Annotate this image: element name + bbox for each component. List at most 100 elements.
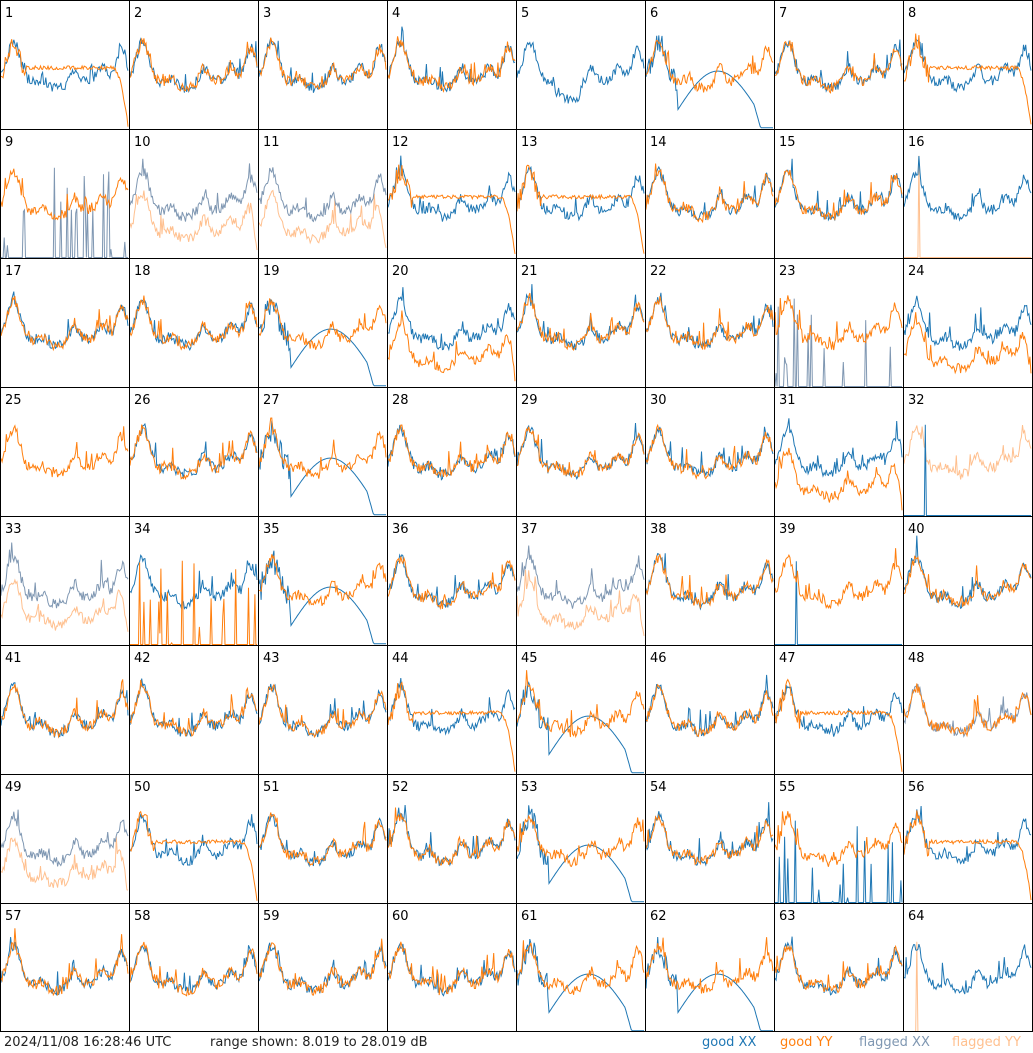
flagged-yy-line: [0, 578, 129, 632]
good-xx-line: [516, 805, 644, 903]
good-yy-line: [387, 556, 516, 611]
panel-label: 51: [263, 780, 280, 795]
panel-2: 2: [129, 6, 258, 93]
range-label: range shown: 8.019 to 28.019 dB: [210, 1035, 428, 1050]
good-yy-line: [645, 296, 774, 350]
panel-label: 10: [134, 135, 151, 150]
good-yy-line: [645, 683, 774, 738]
good-yy-line: [258, 298, 387, 350]
panel-label: 45: [521, 651, 538, 666]
good-yy-line: [903, 810, 1032, 901]
good-yy-line: [387, 164, 516, 254]
panel-label: 36: [392, 522, 409, 537]
panel-20: 20: [387, 264, 516, 382]
panel-label: 50: [134, 780, 151, 795]
good-yy-line: [645, 937, 774, 994]
good-xx-line: [387, 553, 516, 608]
panel-label: 58: [134, 909, 151, 924]
flagged-yy-line: [904, 941, 1031, 1032]
good-xx-line: [129, 812, 258, 866]
panel-36: 36: [387, 522, 516, 611]
good-yy-line: [129, 810, 258, 901]
good-xx-line: [129, 678, 258, 737]
panel-51: 51: [258, 780, 387, 868]
panel-62: 62: [645, 909, 774, 1032]
panel-18: 18: [129, 264, 258, 351]
good-xx-line: [774, 39, 903, 93]
flagged-xx-line: [774, 298, 902, 387]
flagged-xx-line: [0, 542, 129, 609]
panel-42: 42: [129, 651, 258, 737]
good-yy-line: [258, 417, 387, 479]
panel-label: 62: [650, 909, 667, 924]
panel-17: 17: [0, 264, 129, 352]
panel-label: 49: [5, 780, 22, 795]
panel-57: 57: [0, 909, 129, 997]
legend-item-good-yy: good YY: [780, 1035, 833, 1050]
good-yy-line: [258, 812, 387, 866]
panel-label: 59: [263, 909, 280, 924]
flagged-yy-line: [258, 189, 387, 249]
panel-label: 21: [521, 264, 538, 279]
good-xx-line: [516, 41, 645, 104]
good-yy-line: [387, 941, 516, 996]
panel-26: 26: [129, 393, 258, 481]
good-yy-line: [0, 928, 129, 997]
panel-45: 45: [516, 651, 645, 774]
good-yy-line: [774, 169, 903, 221]
good-yy-line: [645, 39, 774, 93]
panel-55: 55: [774, 780, 903, 903]
good-yy-line: [129, 424, 258, 481]
good-yy-line: [516, 670, 645, 739]
panel-label: 63: [779, 909, 796, 924]
legend-item-flagged-xx: flagged XX: [859, 1035, 930, 1050]
legend-item-flagged-yy: flagged YY: [952, 1035, 1021, 1050]
good-yy-line: [387, 681, 516, 772]
panel-label: 13: [521, 135, 538, 150]
good-yy-line: [0, 424, 129, 478]
good-xx-line: [774, 936, 903, 996]
panel-7: 7: [774, 6, 903, 94]
good-xx-line: [774, 684, 903, 737]
good-yy-line: [774, 944, 903, 994]
good-xx-line: [645, 292, 774, 350]
good-yy-line: [516, 292, 645, 351]
good-xx-line: [258, 299, 386, 387]
timestamp-label: 2024/11/08 16:28:46 UTC: [4, 1035, 172, 1050]
good-yy-line: [129, 37, 258, 93]
panel-4: 4: [387, 6, 516, 93]
panel-label: 15: [779, 135, 796, 150]
panel-label: 35: [263, 522, 280, 537]
good-yy-line: [258, 37, 387, 90]
good-yy-line: [516, 814, 645, 868]
good-yy-line: [387, 310, 516, 382]
good-xx-line: [775, 561, 902, 645]
good-xx-line: [0, 39, 129, 92]
good-xx-line: [258, 942, 387, 994]
panel-label: 14: [650, 135, 667, 150]
good-xx-line: [775, 820, 903, 903]
panel-58: 58: [129, 909, 258, 997]
panel-label: 44: [392, 651, 409, 666]
panel-label: 53: [521, 780, 538, 795]
good-xx-line: [516, 422, 645, 480]
good-xx-line: [258, 814, 387, 868]
good-yy-line: [903, 33, 1032, 125]
good-xx-line: [903, 155, 1032, 222]
flagged-yy-line: [904, 155, 1031, 258]
panel-label: 41: [5, 651, 22, 666]
panel-label: 24: [908, 264, 925, 279]
panel-15: 15: [774, 135, 903, 222]
flagged-xx-line: [903, 684, 1032, 738]
panel-22: 22: [645, 264, 774, 350]
panel-44: 44: [387, 651, 516, 772]
good-xx-line: [129, 945, 258, 995]
good-yy-line: [774, 40, 903, 94]
good-xx-line: [903, 295, 1032, 351]
good-yy-line: [903, 312, 1032, 375]
good-yy-line: [387, 36, 516, 93]
panel-label: 5: [521, 6, 529, 21]
panel-63: 63: [774, 909, 903, 996]
panel-30: 30: [645, 393, 774, 480]
